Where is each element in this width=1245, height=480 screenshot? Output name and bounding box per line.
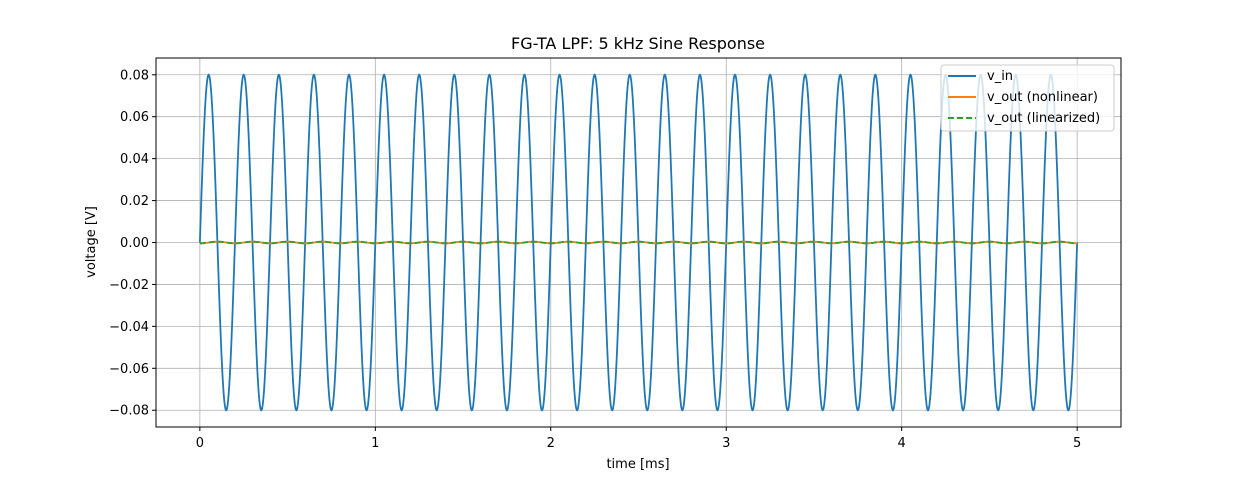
y-tick-label: 0.00	[120, 236, 149, 251]
x-tick-label: 5	[1073, 436, 1081, 451]
x-tick-label: 4	[898, 436, 906, 451]
chart-title: FG-TA LPF: 5 kHz Sine Response	[511, 34, 765, 53]
legend-box	[940, 64, 1115, 132]
legend-label-v-out-linearized: v_out (linearized)	[987, 111, 1100, 126]
x-tick-label: 3	[722, 436, 730, 451]
y-tick-label: 0.02	[120, 194, 149, 209]
y-tick-label: 0.08	[120, 68, 149, 83]
x-ticks: 0 1 2 3 4 5	[196, 427, 1081, 451]
legend-label-v-in: v_in	[987, 69, 1013, 84]
x-tick-label: 0	[196, 436, 204, 451]
y-tick-label: −0.08	[109, 404, 149, 419]
y-tick-label: 0.06	[120, 110, 149, 125]
y-tick-label: −0.06	[109, 362, 149, 377]
x-tick-label: 1	[371, 436, 379, 451]
y-tick-label: −0.04	[109, 320, 149, 335]
series-group	[198, 73, 1079, 412]
legend: v_in v_out (nonlinear) v_out (linearized…	[940, 64, 1115, 132]
y-axis-label: voltage [V]	[84, 206, 99, 278]
y-tick-label: −0.02	[109, 278, 149, 293]
series-line-v-out-linearized	[199, 240, 1078, 245]
y-tick-label: 0.04	[120, 152, 149, 167]
x-tick-label: 2	[547, 436, 555, 451]
y-ticks: −0.08 −0.06 −0.04 −0.02 0.00 0.02 0.04 0.06 0.08	[109, 68, 156, 419]
legend-label-v-out-nonlinear: v_out (nonlinear)	[987, 90, 1098, 105]
x-axis-label: time [ms]	[606, 457, 669, 472]
